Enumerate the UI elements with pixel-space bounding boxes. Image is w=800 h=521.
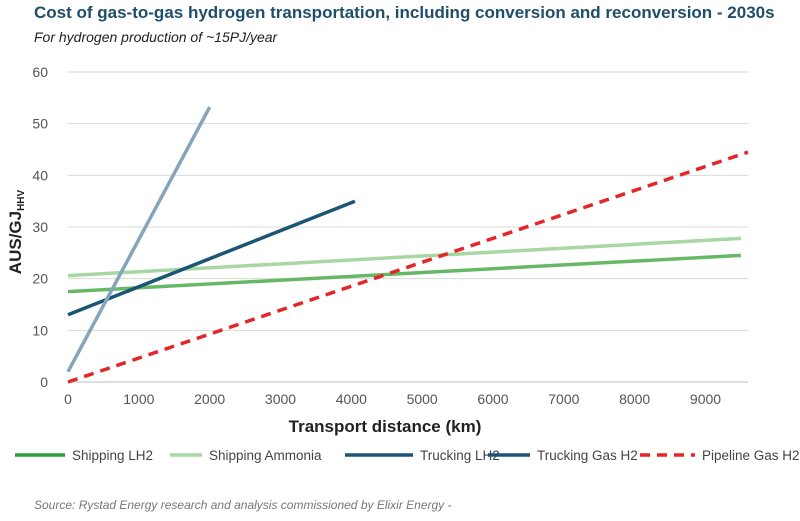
y-tick-label: 30 — [32, 219, 48, 235]
x-tick-labels: 0 1000 2000 3000 4000 5000 6000 7000 8000 9000 — [64, 391, 721, 407]
y-tick-label: 50 — [32, 116, 48, 132]
x-tick-label: 2000 — [194, 391, 225, 407]
chart-title: Cost of gas-to-gas hydrogen transportati… — [34, 3, 775, 22]
x-tick-label: 0 — [64, 391, 72, 407]
legend-label-trucking-gas-h2: Trucking Gas H2 — [537, 448, 638, 463]
x-tick-label: 4000 — [336, 391, 367, 407]
x-tick-label: 6000 — [477, 391, 508, 407]
y-tick-label: 40 — [32, 167, 48, 183]
chart-subtitle: For hydrogen production of ~15PJ/year — [34, 29, 278, 45]
y-axis-title: AUS/GJHHV — [6, 189, 27, 274]
y-axis-title-main: AUS/GJ — [6, 211, 25, 274]
x-tick-label: 3000 — [265, 391, 296, 407]
legend: Shipping LH2 Shipping Ammonia Trucking LH2… — [15, 448, 800, 463]
legend-label-shipping-lh2: Shipping LH2 — [72, 448, 153, 463]
legend-label-pipeline-gas-h2: Pipeline Gas H2 — [702, 448, 800, 463]
series-line-shipping-lh2 — [67, 253, 741, 294]
y-tick-label: 0 — [40, 374, 48, 390]
y-tick-label: 20 — [32, 271, 48, 287]
y-tick-label: 10 — [32, 322, 48, 338]
series-line-trucking-lh2 — [67, 199, 356, 317]
y-axis-title-subscript: HHV — [16, 189, 27, 210]
x-tick-label: 8000 — [619, 391, 650, 407]
y-tick-label: 60 — [32, 64, 48, 80]
x-tick-label: 9000 — [690, 391, 721, 407]
x-tick-label: 1000 — [123, 391, 154, 407]
series-line-trucking-gas-h2 — [66, 106, 212, 373]
series-line-shipping-ammonia — [67, 236, 741, 278]
x-tick-label: 5000 — [407, 391, 438, 407]
series-lines — [66, 106, 749, 384]
gridlines — [68, 71, 748, 383]
legend-label-shipping-ammonia: Shipping Ammonia — [209, 448, 322, 463]
legend-label-trucking-lh2: Trucking LH2 — [420, 448, 500, 463]
x-tick-label: 7000 — [548, 391, 579, 407]
x-axis-title: Transport distance (km) — [289, 417, 482, 436]
y-tick-labels: 0 10 20 30 40 50 60 — [32, 64, 48, 390]
series-line-pipeline-gas-h2 — [67, 150, 749, 384]
source-note: Source: Rystad Energy research and analy… — [34, 498, 452, 512]
